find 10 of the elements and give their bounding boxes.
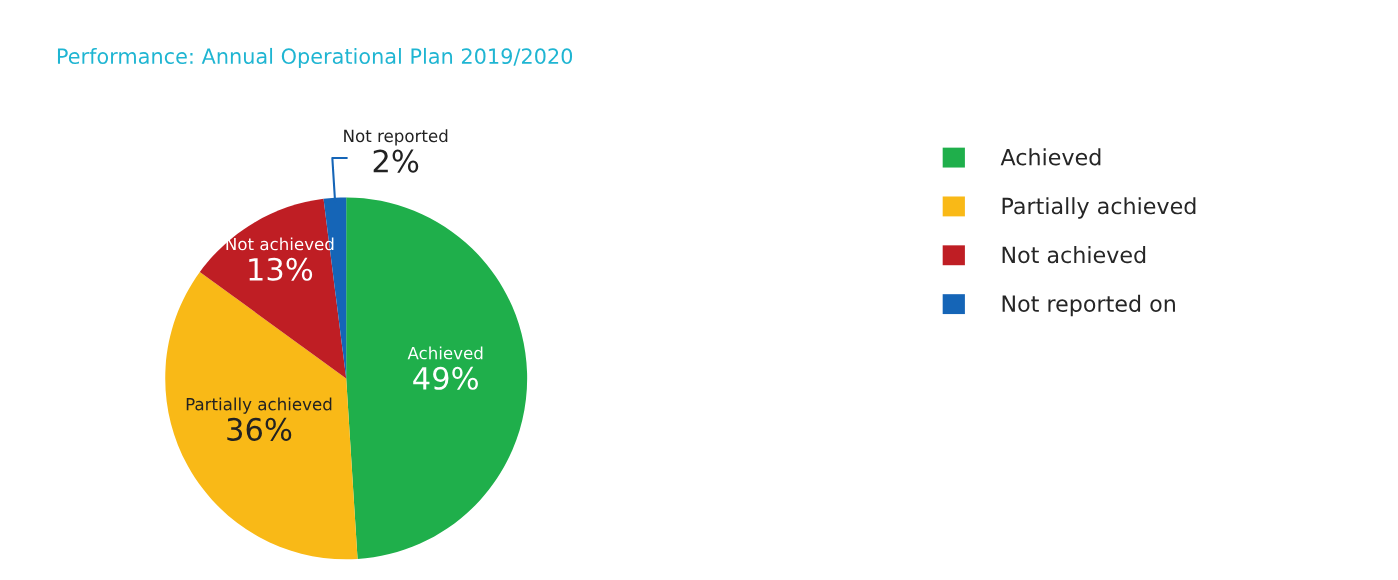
legend-label: Achieved: [1000, 148, 1101, 166]
chart-title: Performance: Annual Operational Plan 2019/2020: [57, 47, 573, 69]
pie-slice: [346, 197, 528, 559]
pie-slice: [199, 198, 347, 379]
legend-label: Partially achieved: [1002, 197, 1196, 219]
legend-label: Not achieved: [1002, 246, 1146, 264]
data-label: Not reported 2%: [344, 129, 448, 173]
data-label: Partially achieved 36%: [186, 397, 332, 441]
legend-label: Not reported on: [1002, 294, 1175, 317]
data-label: Achieved 49%: [407, 346, 483, 390]
